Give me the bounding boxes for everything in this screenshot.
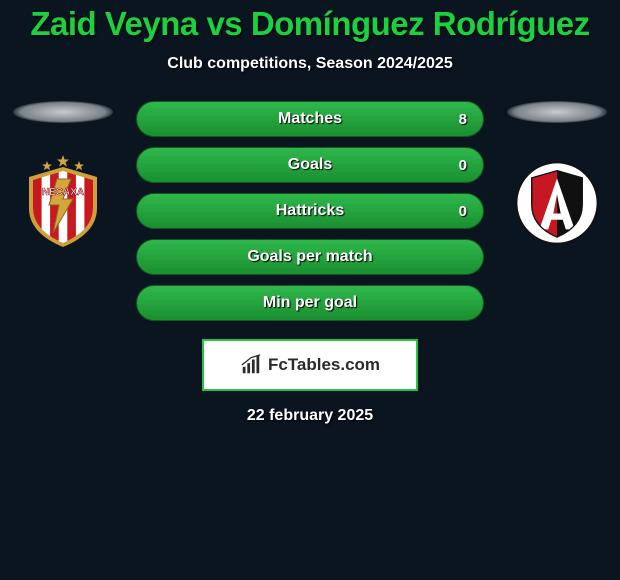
club-badge-right	[507, 153, 607, 253]
stat-bar-matches: Matches 8	[136, 101, 484, 137]
stat-bar-hattricks: Hattricks 0	[136, 193, 484, 229]
stat-right-value: 0	[459, 157, 467, 174]
stats-column: Matches 8 Goals 0 Hattricks 0 Goals per …	[136, 101, 484, 321]
stat-bar-min-per-goal: Min per goal	[136, 285, 484, 321]
stat-bar-goals-per-match: Goals per match	[136, 239, 484, 275]
stat-label: Hattricks	[276, 202, 344, 220]
player-shadow-right	[507, 101, 607, 123]
stat-label: Matches	[278, 110, 342, 128]
date-text: 22 february 2025	[0, 407, 620, 425]
chart-icon	[240, 354, 262, 376]
stat-label: Min per goal	[263, 294, 357, 312]
player-shadow-left	[13, 101, 113, 123]
brand-text: FcTables.com	[268, 355, 380, 375]
right-player-column	[502, 101, 612, 253]
brand-box[interactable]: FcTables.com	[202, 339, 418, 391]
stat-right-value: 0	[459, 203, 467, 220]
page-title: Zaid Veyna vs Domínguez Rodríguez	[0, 5, 620, 43]
subtitle: Club competitions, Season 2024/2025	[0, 55, 620, 73]
stat-bar-goals: Goals 0	[136, 147, 484, 183]
comparison-card: Zaid Veyna vs Domínguez Rodríguez Club c…	[0, 0, 620, 425]
necaxa-text: NECAXA	[42, 187, 84, 198]
left-player-column: NECAXA	[8, 101, 118, 253]
stat-right-value: 8	[459, 111, 467, 128]
stat-label: Goals	[288, 156, 332, 174]
club-badge-left: NECAXA	[13, 153, 113, 253]
atlas-crest-icon	[513, 159, 601, 247]
necaxa-crest-icon: NECAXA	[13, 153, 113, 253]
main-row: NECAXA Matches 8 Goals 0 Hattricks 0	[0, 101, 620, 321]
stat-label: Goals per match	[247, 248, 372, 266]
